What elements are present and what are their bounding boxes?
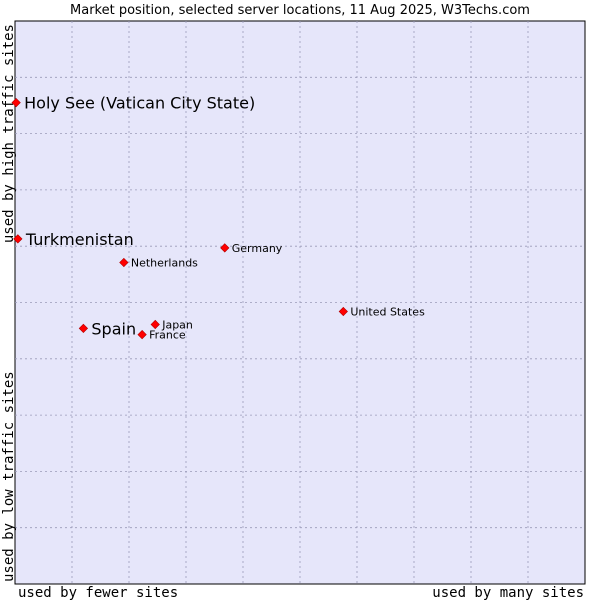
data-point-holy-see-vatican-city-state: [11, 98, 21, 108]
data-label-germany: Germany: [232, 242, 283, 255]
y-axis-label-bottom: used by low traffic sites: [1, 371, 17, 582]
chart-title: Market position, selected server locatio…: [70, 3, 530, 18]
data-label-japan: Japan: [161, 318, 193, 331]
grid-lines: [15, 21, 585, 584]
data-point-turkmenistan: [13, 234, 23, 244]
x-axis-label-right: used by many sites: [432, 585, 584, 600]
data-point-spain: [78, 323, 89, 334]
data-label-united-states: United States: [350, 306, 425, 319]
data-label-france: France: [149, 329, 186, 342]
data-point-france: [137, 329, 147, 340]
y-axis-label-top: used by high traffic sites: [1, 24, 17, 243]
data-point-netherlands: [119, 257, 129, 268]
data-label-holy-see-vatican-city-state: Holy See (Vatican City State): [24, 94, 255, 113]
data-point-united-states: [338, 306, 348, 317]
data-point-germany: [220, 243, 230, 253]
x-axis-label-left: used by fewer sites: [18, 585, 178, 600]
data-label-spain: Spain: [91, 319, 136, 338]
data-point-japan: [150, 319, 160, 330]
data-points: Holy See (Vatican City State) Turkmenista…: [11, 94, 425, 342]
data-label-turkmenistan: Turkmenistan: [25, 230, 134, 249]
data-label-netherlands: Netherlands: [131, 257, 198, 270]
